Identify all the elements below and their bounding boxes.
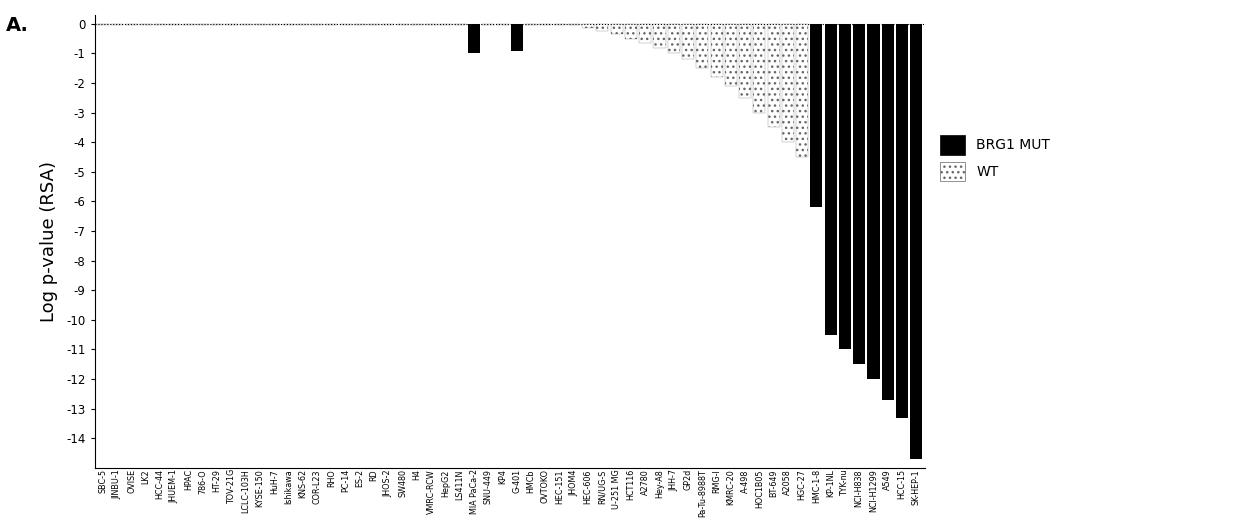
- Bar: [768, 24, 780, 128]
- Bar: [882, 24, 894, 400]
- Bar: [796, 24, 808, 157]
- Bar: [169, 24, 181, 25]
- Bar: [782, 24, 794, 142]
- Bar: [724, 24, 737, 86]
- Bar: [496, 24, 508, 25]
- Bar: [667, 24, 680, 54]
- Bar: [353, 24, 366, 25]
- Legend: BRG1 MUT, WT: BRG1 MUT, WT: [940, 135, 1050, 181]
- Bar: [226, 24, 238, 25]
- Bar: [268, 24, 280, 25]
- Bar: [897, 24, 908, 418]
- Bar: [239, 24, 252, 25]
- Text: A.: A.: [6, 16, 29, 35]
- Bar: [754, 24, 765, 113]
- Bar: [125, 24, 138, 25]
- Bar: [283, 24, 295, 25]
- Bar: [511, 24, 523, 51]
- Bar: [868, 24, 879, 379]
- Bar: [596, 24, 609, 31]
- Bar: [653, 24, 666, 47]
- Bar: [311, 24, 324, 25]
- Bar: [182, 24, 195, 25]
- Bar: [811, 24, 822, 207]
- Bar: [410, 24, 423, 25]
- Bar: [340, 24, 352, 25]
- Bar: [682, 24, 694, 60]
- Bar: [610, 24, 622, 34]
- Bar: [382, 24, 394, 25]
- Bar: [325, 24, 337, 25]
- Y-axis label: Log p-value (RSA): Log p-value (RSA): [40, 161, 58, 322]
- Bar: [639, 24, 651, 43]
- Bar: [910, 24, 923, 459]
- Bar: [553, 24, 565, 25]
- Bar: [467, 24, 480, 54]
- Bar: [482, 24, 495, 25]
- Bar: [696, 24, 708, 68]
- Bar: [368, 24, 381, 25]
- Bar: [625, 24, 637, 39]
- Bar: [539, 24, 552, 25]
- Bar: [154, 24, 166, 25]
- Bar: [296, 24, 309, 25]
- Bar: [97, 24, 109, 25]
- Bar: [454, 24, 466, 25]
- Bar: [711, 24, 723, 77]
- Bar: [582, 24, 594, 28]
- Bar: [211, 24, 223, 25]
- Bar: [254, 24, 267, 25]
- Bar: [439, 24, 451, 25]
- Bar: [197, 24, 210, 25]
- Bar: [112, 24, 124, 25]
- Bar: [525, 24, 537, 25]
- Bar: [425, 24, 438, 25]
- Bar: [739, 24, 751, 98]
- Bar: [140, 24, 153, 25]
- Bar: [839, 24, 851, 350]
- Bar: [853, 24, 866, 364]
- Bar: [397, 24, 409, 25]
- Bar: [825, 24, 837, 335]
- Bar: [568, 24, 580, 25]
